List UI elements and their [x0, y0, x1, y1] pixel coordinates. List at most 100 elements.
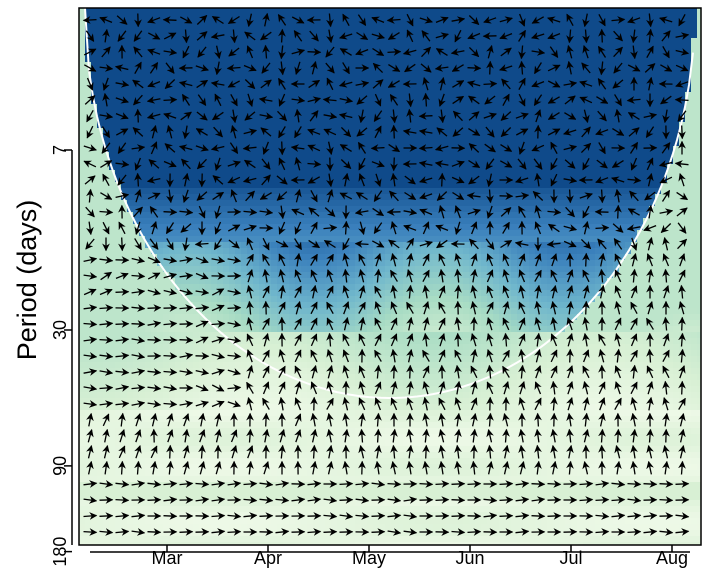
heat-cell [541, 230, 548, 237]
heat-cell [223, 98, 230, 105]
heat-cell [451, 8, 458, 15]
heat-cell [181, 74, 188, 81]
heat-cell [385, 200, 392, 207]
heat-cell [583, 242, 590, 249]
heat-cell [553, 104, 560, 111]
heat-cell [103, 278, 110, 285]
heat-cell [223, 38, 230, 45]
heat-cell [235, 152, 242, 159]
heat-cell [451, 272, 458, 279]
heat-cell [565, 260, 572, 267]
heat-cell [571, 254, 578, 261]
heat-cell [571, 212, 578, 219]
heat-cell [157, 248, 164, 255]
heat-cell [193, 62, 200, 69]
heat-cell [397, 128, 404, 135]
heat-cell [319, 272, 326, 279]
heat-cell [163, 86, 170, 93]
heat-cell [595, 110, 602, 117]
heat-cell [277, 218, 284, 225]
heat-cell [613, 122, 620, 129]
heat-cell [541, 284, 548, 291]
heat-cell [517, 68, 524, 75]
heat-cell [559, 98, 566, 105]
heat-cell [457, 38, 464, 45]
heat-cell [79, 140, 86, 147]
heat-cell [259, 14, 266, 21]
heat-cell [619, 86, 626, 93]
heat-cell [475, 56, 482, 63]
heat-cell [193, 80, 200, 87]
heat-cell [367, 218, 374, 225]
heat-cell [655, 20, 662, 27]
heat-cell [187, 224, 194, 231]
heat-cell [559, 218, 566, 225]
heat-cell [367, 104, 374, 111]
heat-cell [511, 122, 518, 129]
heat-cell [319, 278, 326, 285]
heat-cell [241, 194, 248, 201]
heat-cell [379, 290, 386, 297]
heat-cell [277, 62, 284, 69]
heat-cell [625, 8, 632, 15]
heat-cell [199, 164, 206, 171]
heat-cell [697, 104, 701, 111]
heat-cell [607, 290, 614, 297]
heat-cell [325, 236, 332, 243]
heat-cell [283, 146, 290, 153]
heat-cell [511, 44, 518, 51]
heat-cell [457, 8, 464, 15]
heat-cell [457, 260, 464, 267]
heat-cell [517, 134, 524, 141]
heat-cell [253, 50, 260, 57]
heat-cell [247, 8, 254, 15]
heat-cell [427, 134, 434, 141]
heat-cell [349, 104, 356, 111]
heat-cell [571, 200, 578, 207]
heat-cell [343, 188, 350, 195]
heat-cell [451, 146, 458, 153]
heat-cell [163, 260, 170, 267]
heat-cell [115, 242, 122, 249]
heat-cell [541, 20, 548, 27]
heat-cell [661, 20, 668, 27]
heat-cell [193, 44, 200, 51]
heat-cell [691, 44, 698, 51]
heat-cell [151, 278, 158, 285]
heat-cell [529, 86, 536, 93]
heat-cell [205, 74, 212, 81]
heat-cell [79, 164, 86, 171]
heat-cell [577, 8, 584, 15]
heat-cell [367, 236, 374, 243]
heat-cell [265, 20, 272, 27]
heat-cell [679, 8, 686, 15]
heat-cell [643, 188, 650, 195]
heat-cell [565, 80, 572, 87]
heat-cell [679, 164, 686, 171]
heat-cell [289, 278, 296, 285]
heat-cell [655, 122, 662, 129]
heat-cell [433, 176, 440, 183]
heat-cell [211, 86, 218, 93]
heat-cell [487, 260, 494, 267]
heat-cell [121, 50, 128, 57]
heat-cell [253, 170, 260, 177]
heat-cell [511, 176, 518, 183]
heat-cell [271, 44, 278, 51]
heat-cell [697, 26, 701, 33]
heat-cell [463, 290, 470, 297]
heat-cell [241, 254, 248, 261]
heat-cell [613, 56, 620, 63]
heat-cell [79, 194, 86, 201]
heat-cell [277, 86, 284, 93]
heat-cell [571, 272, 578, 279]
heat-cell [337, 230, 344, 237]
heat-cell [235, 248, 242, 255]
heat-cell [403, 56, 410, 63]
heat-cell [187, 284, 194, 291]
heat-cell [415, 254, 422, 261]
heat-cell [415, 14, 422, 21]
heat-cell [319, 32, 326, 39]
heat-cell [247, 134, 254, 141]
